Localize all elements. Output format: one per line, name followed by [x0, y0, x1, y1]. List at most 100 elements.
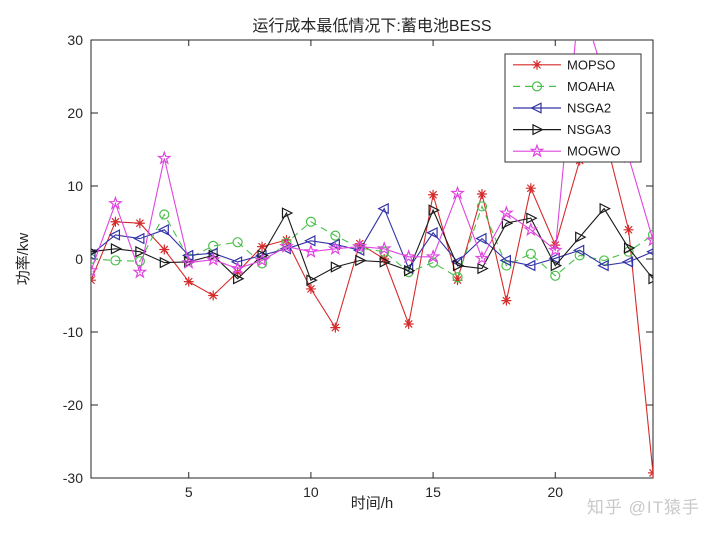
triangle-left-marker-icon — [530, 102, 542, 114]
triangle-left-marker-icon — [133, 232, 145, 245]
asterisk-marker-icon — [159, 244, 170, 255]
triangle-right-marker-icon — [379, 256, 392, 268]
triangle-right-marker-icon — [233, 272, 245, 285]
y-tick-label: -20 — [63, 397, 83, 413]
triangle-left-marker-icon — [279, 243, 292, 255]
circle-marker-icon — [232, 237, 243, 248]
asterisk-marker-icon — [208, 290, 219, 301]
star-marker-icon — [401, 248, 417, 264]
star-marker-icon — [547, 242, 563, 257]
series-line-nsga2 — [91, 207, 653, 270]
circle-marker-icon — [525, 248, 536, 259]
triangle-right-marker-icon — [159, 256, 172, 269]
y-tick-label: 20 — [67, 105, 83, 121]
asterisk-marker-icon — [110, 216, 121, 227]
triangle-right-marker-icon — [91, 248, 98, 256]
star-marker-icon — [645, 232, 653, 247]
triangle-right-marker-icon — [330, 261, 343, 273]
star-marker-icon — [574, 0, 585, 1]
star-marker-icon — [303, 243, 319, 259]
triangle-left-marker-icon — [352, 244, 365, 257]
triangle-left-marker-icon — [304, 234, 316, 247]
circle-marker-icon — [159, 209, 170, 220]
circle-marker-icon — [427, 257, 439, 268]
asterisk-marker-icon — [531, 59, 543, 70]
asterisk-marker-icon — [134, 218, 145, 229]
series-mopso — [91, 128, 653, 478]
asterisk-marker-icon — [525, 183, 536, 194]
y-tick-label: 10 — [67, 178, 83, 194]
x-axis-title: 时间/h — [351, 495, 394, 512]
asterisk-marker-icon — [91, 275, 97, 286]
asterisk-marker-icon — [330, 322, 341, 333]
triangle-right-marker-icon — [623, 242, 636, 254]
star-marker-icon — [230, 260, 246, 275]
legend-item-mogwo: MOGWO — [513, 143, 620, 159]
legend-label: NSGA3 — [567, 122, 611, 137]
triangle-right-marker-icon — [532, 123, 544, 136]
star-marker-icon — [498, 205, 514, 220]
triangle-right-marker-icon — [477, 262, 489, 275]
triangle-right-marker-icon — [281, 207, 294, 219]
triangle-right-marker-icon — [110, 243, 123, 255]
circle-marker-icon — [256, 258, 268, 269]
triangle-right-marker-icon — [599, 202, 611, 215]
asterisk-marker-icon — [623, 224, 634, 235]
circle-marker-icon — [531, 81, 543, 92]
triangle-left-marker-icon — [646, 248, 653, 256]
star-marker-icon — [205, 251, 221, 267]
watermark: 知乎 @IT猿手 — [587, 498, 700, 517]
triangle-left-marker-icon — [499, 254, 511, 267]
circle-marker-icon — [305, 216, 317, 227]
asterisk-marker-icon — [501, 295, 512, 306]
triangle-right-marker-icon — [550, 259, 563, 272]
star-marker-icon — [327, 240, 343, 256]
star-marker-icon — [474, 250, 490, 265]
asterisk-marker-icon — [232, 267, 243, 278]
series-line-nsga3 — [91, 207, 653, 281]
series-moaha — [91, 201, 653, 283]
legend-rows: MOPSO MOAHA NSGA2 NSGA3 MOGWO — [513, 57, 620, 159]
circle-marker-icon — [330, 230, 341, 241]
star-marker-icon — [425, 248, 441, 264]
y-tick-label: -30 — [63, 470, 83, 486]
star-marker-icon — [352, 238, 368, 253]
star-marker-icon — [279, 238, 294, 253]
star-marker-icon — [132, 264, 148, 279]
x-tick-label: 5 — [185, 484, 193, 500]
series-nsga2 — [91, 202, 653, 275]
circle-marker-icon — [476, 201, 488, 212]
star-marker-icon — [181, 254, 197, 269]
triangle-left-marker-icon — [91, 248, 96, 261]
triangle-right-marker-icon — [452, 259, 465, 272]
star-marker-icon — [529, 143, 545, 158]
star-marker-icon — [107, 195, 123, 210]
legend-label: MOGWO — [567, 144, 620, 159]
triangle-right-marker-icon — [575, 231, 587, 243]
star-marker-icon — [450, 185, 465, 200]
triangle-left-marker-icon — [475, 232, 487, 245]
series-line-mopso — [91, 132, 653, 473]
legend-label: MOAHA — [567, 79, 615, 94]
legend-item-moaha: MOAHA — [513, 79, 615, 94]
triangle-right-marker-icon — [648, 272, 653, 285]
x-tick-label: 15 — [425, 484, 441, 500]
asterisk-marker-icon — [452, 275, 463, 286]
star-marker-icon — [156, 150, 172, 165]
series-line-mogwo — [91, 40, 653, 275]
triangle-right-marker-icon — [208, 249, 221, 262]
y-tick-label: -10 — [63, 324, 83, 340]
legend-item-mopso: MOPSO — [513, 57, 615, 72]
asterisk-marker-icon — [427, 189, 439, 200]
axis-ticks: 5 10 15 20 -30 -20 -10 0 10 20 30 — [63, 32, 653, 500]
legend-item-nsga3: NSGA3 — [513, 122, 611, 137]
triangle-left-marker-icon — [523, 259, 536, 272]
star-marker-icon — [91, 262, 99, 278]
circle-marker-icon — [379, 246, 390, 257]
triangle-right-marker-icon — [526, 212, 538, 224]
asterisk-marker-icon — [183, 276, 194, 287]
triangle-left-marker-icon — [377, 202, 389, 215]
triangle-left-marker-icon — [157, 224, 169, 236]
